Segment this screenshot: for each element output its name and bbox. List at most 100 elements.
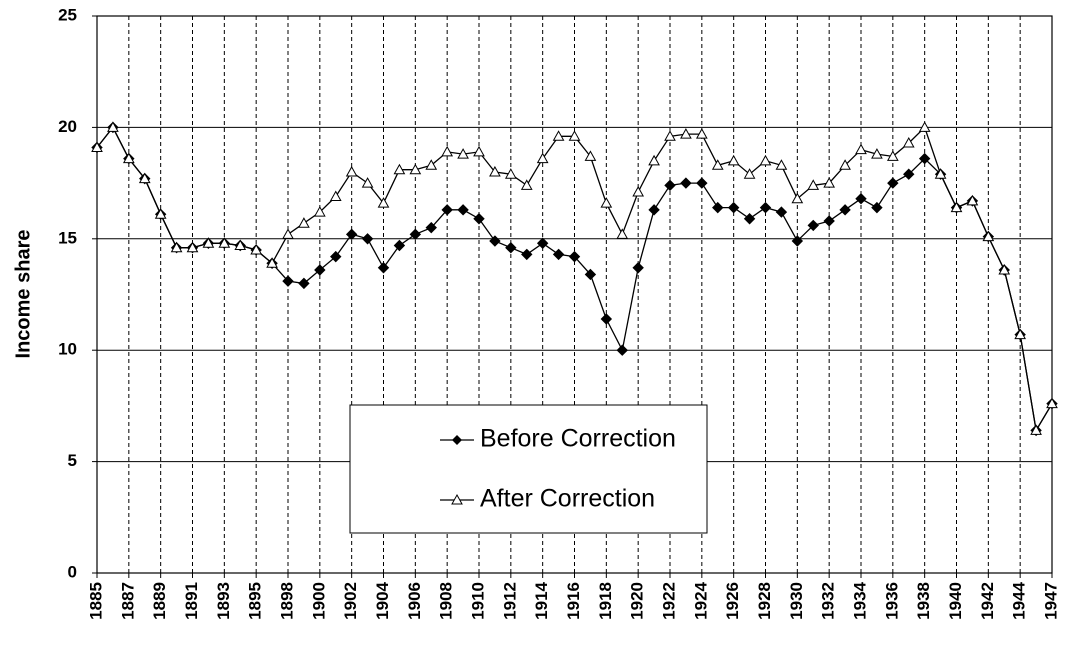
marker [314, 264, 326, 276]
marker [966, 194, 979, 206]
marker [409, 228, 422, 241]
marker [457, 204, 469, 216]
x-tick-label: 1922 [659, 582, 678, 620]
x-tick-label: 1914 [532, 581, 551, 619]
plot-frame [96, 15, 1053, 574]
marker [313, 206, 326, 217]
legend: Before Correction After Correction [349, 404, 708, 534]
marker [696, 177, 708, 189]
x-tick-label: 1893 [214, 582, 233, 620]
marker [584, 268, 597, 281]
marker [1030, 424, 1042, 435]
marker [855, 143, 867, 155]
marker [680, 128, 692, 139]
marker [441, 204, 453, 216]
x-tick-label: 1947 [1041, 582, 1060, 620]
x-tick-label: 1920 [628, 582, 647, 620]
y-tick-label: 10 [58, 340, 77, 359]
x-tick-label: 1932 [819, 582, 838, 620]
marker [138, 172, 151, 184]
x-tick-label: 1895 [246, 582, 265, 620]
x-tick-label: 1904 [373, 581, 392, 619]
marker [298, 217, 310, 228]
marker [918, 121, 931, 132]
marker [170, 241, 183, 253]
marker [823, 177, 836, 188]
x-tick-label: 1940 [946, 582, 965, 620]
marker [377, 262, 390, 274]
legend-label: Before Correction [480, 425, 676, 453]
marker [1046, 397, 1058, 409]
marker [632, 262, 644, 274]
marker [250, 243, 263, 255]
marker [759, 201, 772, 214]
marker [727, 201, 740, 214]
marker [664, 179, 676, 192]
marker [330, 250, 342, 263]
marker [473, 145, 485, 157]
x-tick-label: 1906 [405, 582, 424, 620]
marker [122, 152, 135, 164]
y-tick-label: 25 [58, 5, 77, 24]
marker [393, 163, 406, 175]
x-tick-label: 1898 [277, 582, 296, 620]
marker [473, 213, 485, 225]
marker [568, 250, 581, 263]
marker [457, 148, 469, 159]
marker [266, 257, 278, 268]
marker [727, 154, 740, 166]
marker [536, 237, 549, 249]
marker [871, 148, 883, 159]
marker [536, 152, 549, 164]
marker [345, 165, 358, 177]
marker [425, 221, 437, 234]
y-tick-label: 20 [58, 117, 77, 136]
marker [807, 179, 820, 190]
marker [568, 130, 581, 141]
marker [743, 213, 756, 225]
legend-box [349, 404, 708, 534]
x-tick-label: 1924 [691, 581, 710, 619]
marker [552, 248, 565, 261]
marker [584, 150, 597, 161]
marker [616, 344, 628, 356]
marker [775, 159, 788, 170]
marker [871, 201, 883, 214]
x-tick-label: 1944 [1010, 581, 1029, 619]
x-tick-label: 1942 [978, 582, 997, 620]
marker [950, 201, 963, 213]
legend-marker [451, 493, 463, 505]
x-tick-label: 1930 [787, 582, 806, 620]
x-tick-label: 1936 [882, 582, 901, 620]
marker [361, 177, 374, 188]
marker [711, 159, 724, 170]
x-tick-label: 1912 [500, 582, 519, 620]
marker [552, 130, 565, 141]
y-tick-label: 15 [58, 228, 77, 247]
marker [839, 204, 851, 216]
marker [282, 275, 294, 287]
marker [648, 204, 660, 216]
marker [154, 208, 167, 219]
marker [600, 197, 613, 208]
marker [743, 168, 756, 179]
marker [759, 154, 772, 166]
x-tick-label: 1908 [437, 582, 456, 620]
marker [329, 190, 342, 201]
x-tick-label: 1887 [118, 582, 137, 620]
marker [218, 237, 231, 248]
x-tick-label: 1916 [564, 582, 583, 620]
x-tick-label: 1889 [150, 582, 169, 620]
marker [998, 263, 1011, 275]
marker [903, 168, 915, 180]
marker [361, 233, 374, 245]
marker [521, 248, 533, 261]
marker [791, 235, 804, 247]
marker [823, 215, 835, 227]
legend-marker [452, 435, 462, 445]
marker [648, 154, 660, 166]
marker [298, 277, 310, 290]
marker [282, 228, 294, 239]
x-tick-label: 1918 [596, 582, 615, 620]
